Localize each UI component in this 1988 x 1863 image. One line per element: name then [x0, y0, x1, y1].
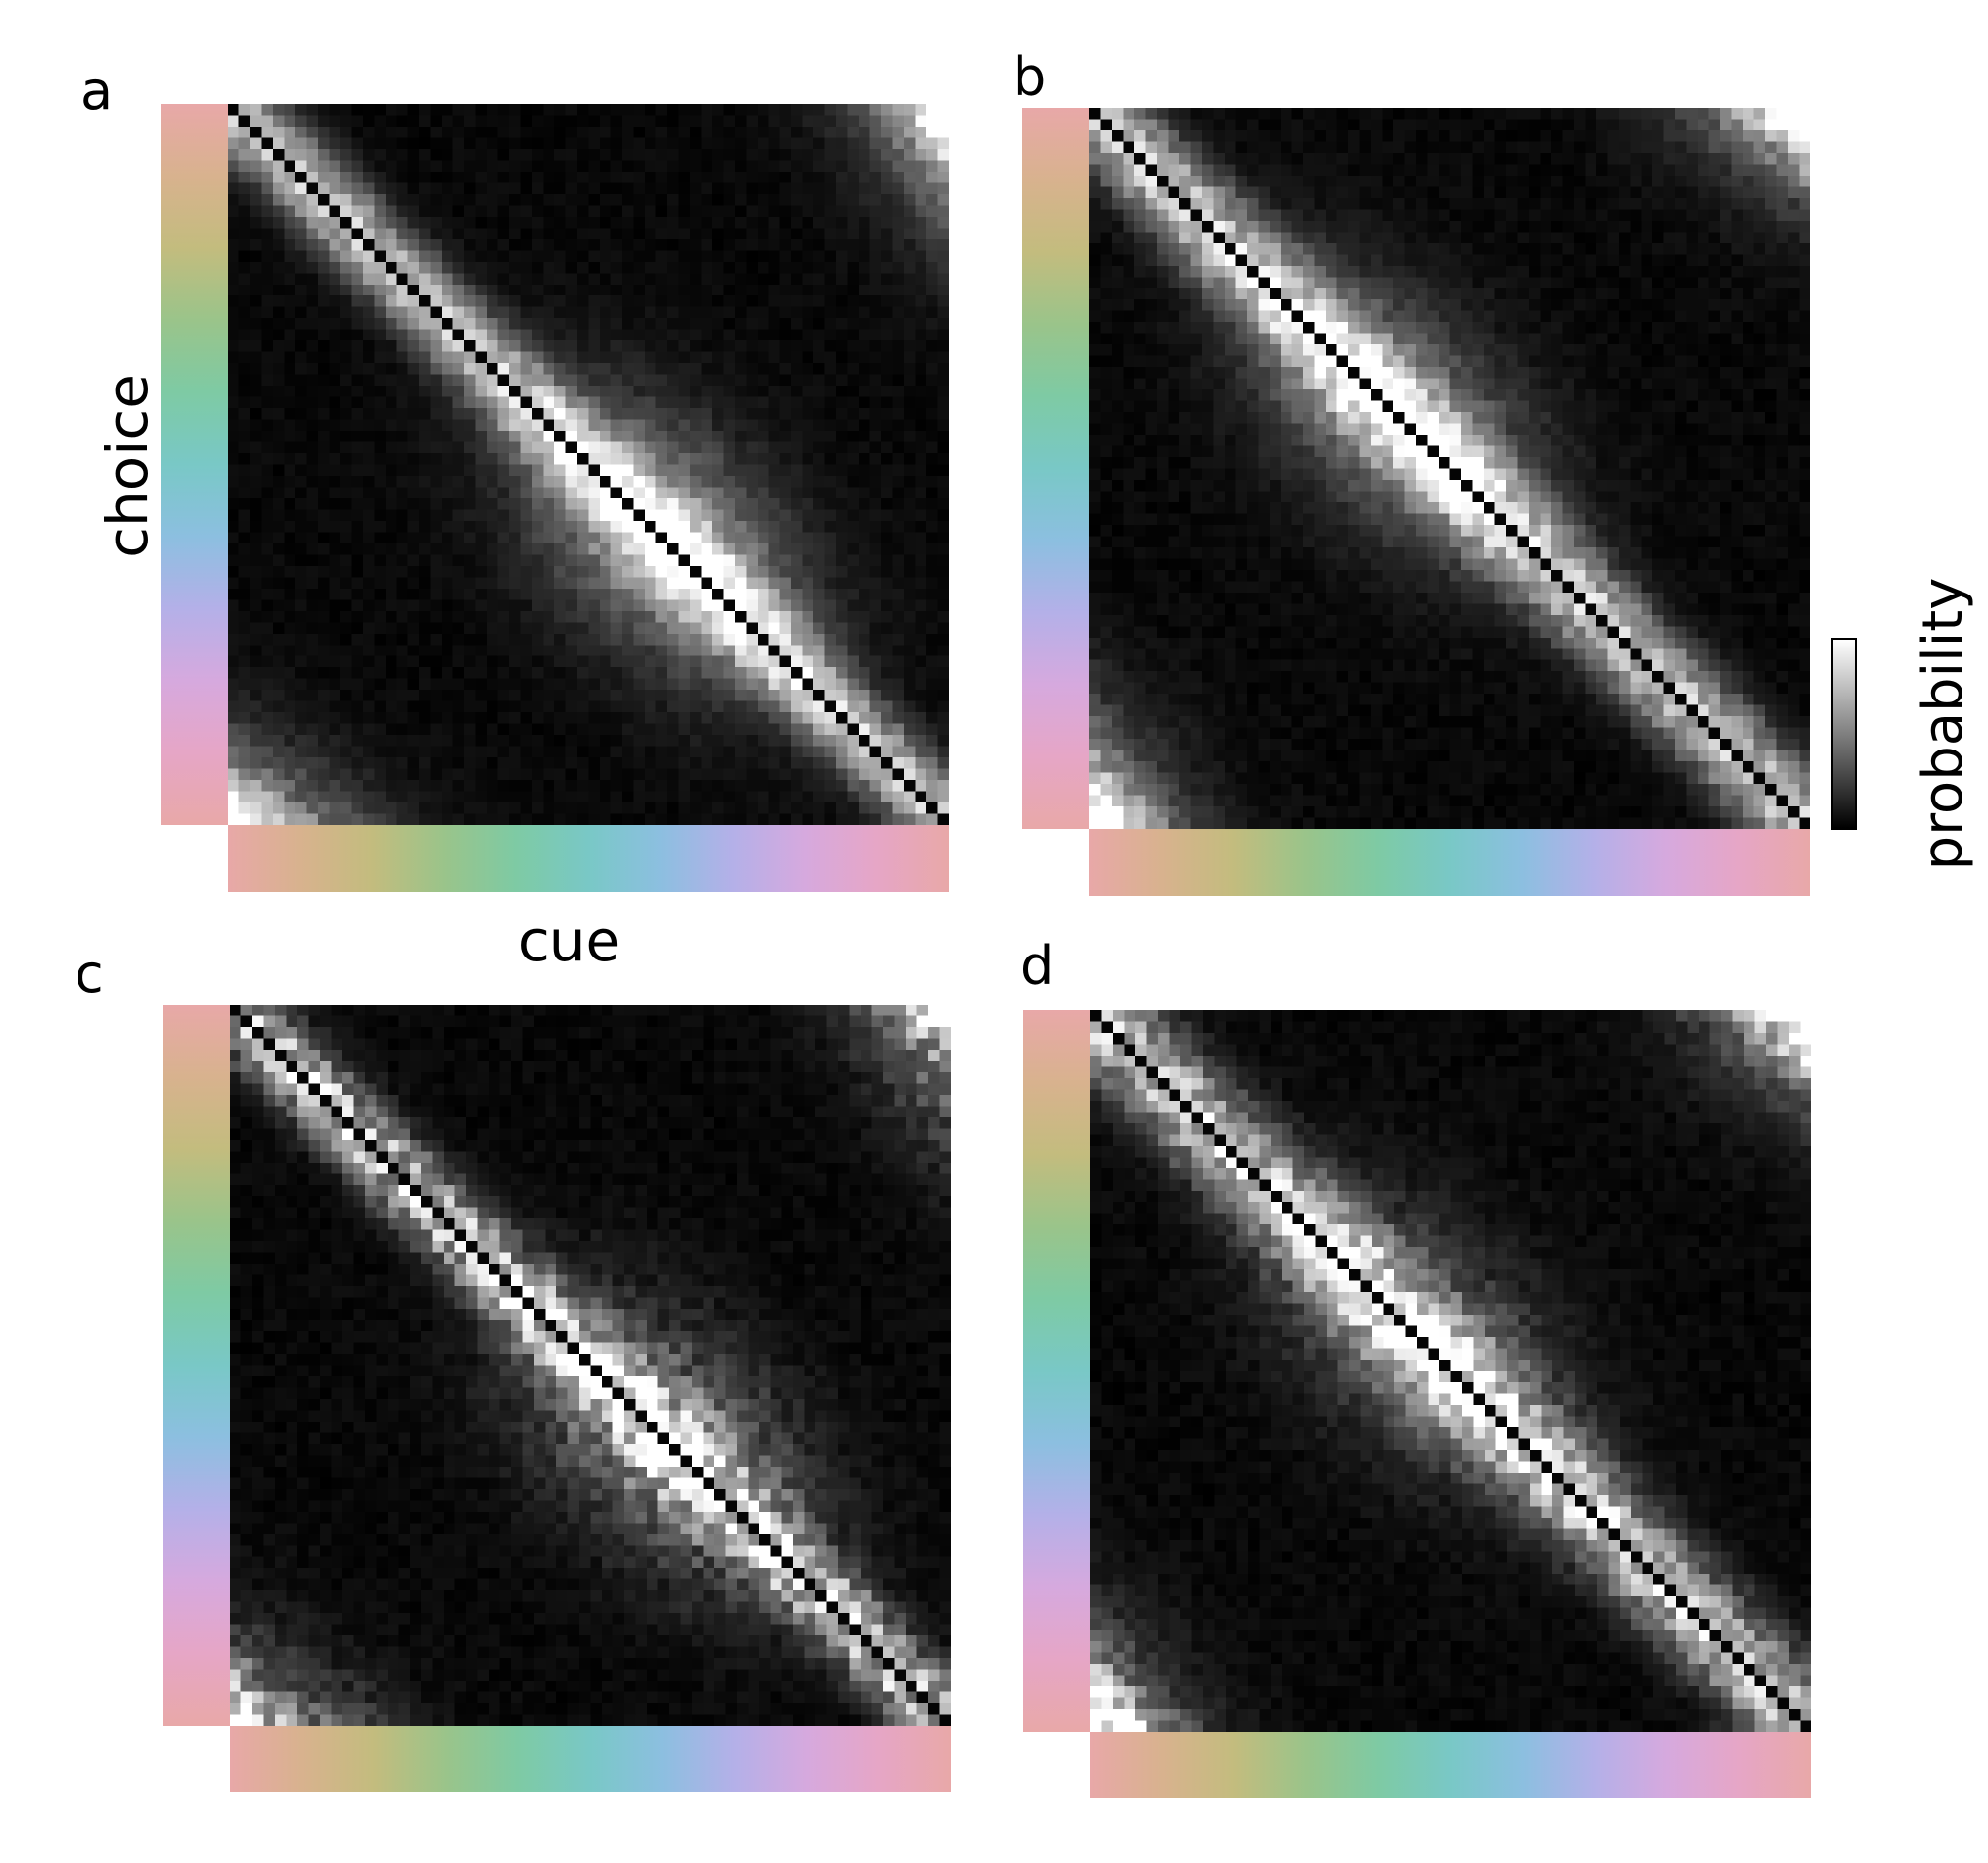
cue-colorbar-c [230, 1726, 951, 1792]
cue-colorbar-d [1090, 1732, 1811, 1798]
choice-colorbar-a [161, 104, 228, 825]
x-axis-label: cue [517, 907, 621, 974]
heatmap-d [1090, 1010, 1811, 1732]
colorbar-label: probability [1911, 577, 1975, 871]
heatmap-b [1089, 108, 1810, 829]
panel-label-b: b [1013, 46, 1047, 108]
panel-label-c: c [75, 943, 104, 1005]
heatmap-c [230, 1005, 951, 1726]
cue-colorbar-b [1089, 829, 1810, 896]
cue-colorbar-a [228, 825, 949, 892]
panel-label-d: d [1020, 935, 1055, 997]
y-axis-label: choice [94, 374, 161, 558]
choice-colorbar-b [1022, 108, 1089, 829]
choice-colorbar-c [163, 1005, 230, 1726]
panel-label-a: a [80, 60, 114, 122]
probability-colorbar [1831, 638, 1857, 830]
heatmap-a [228, 104, 949, 825]
choice-colorbar-d [1023, 1010, 1090, 1732]
